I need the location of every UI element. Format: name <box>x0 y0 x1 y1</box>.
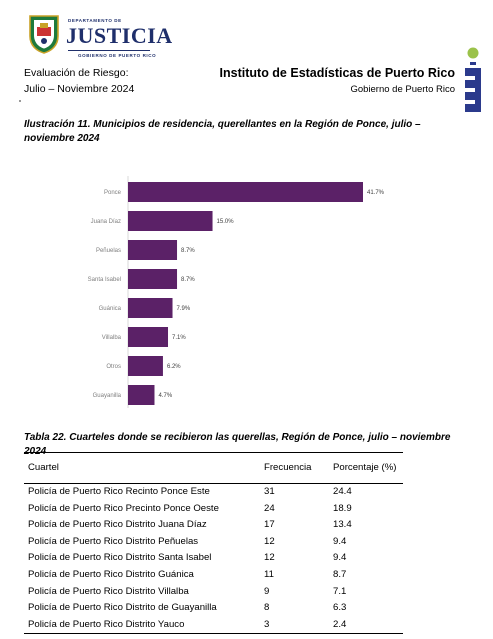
table-row: Policía de Puerto Rico Distrito Juana Dí… <box>24 517 403 534</box>
frecuencia-cell: 17 <box>264 519 275 531</box>
page-mark <box>19 100 21 102</box>
value-label: 8.7% <box>181 277 195 283</box>
value-label: 4.7% <box>158 393 172 399</box>
table-row: Policía de Puerto Rico Distrito Guánica 1… <box>24 567 403 584</box>
logo-government-text: GOBIERNO DE PUERTO RICO <box>78 53 157 58</box>
cuartel-cell: Policía de Puerto Rico Distrito Guánica <box>28 568 194 580</box>
municipalities-bar-chart: Ponce 41.7% Juana Díaz 15.0% Peñuelas 8.7% San… <box>88 176 385 408</box>
porcentaje-cell: 24.4 <box>333 486 352 497</box>
category-label: Juana Díaz <box>91 219 121 225</box>
value-label: 15.0% <box>217 219 235 225</box>
bar <box>128 298 173 318</box>
bar <box>128 269 178 289</box>
report-period: Julio – Noviembre 2024 <box>24 83 135 95</box>
category-label: Guayanilla <box>93 393 122 399</box>
category-label: Ponce <box>104 190 122 196</box>
figure-number: Ilustración 11 <box>24 119 88 130</box>
table-body: Policía de Puerto Rico Recinto Ponce Est… <box>24 484 403 635</box>
frecuencia-cell: 24 <box>264 502 275 514</box>
coat-of-arms-icon <box>29 15 59 54</box>
figure-caption: Ilustración 11. Municipios de residencia… <box>24 118 464 146</box>
porcentaje-cell: 13.4 <box>333 519 352 531</box>
table-row: Policía de Puerto Rico Distrito Yauco 3 2.… <box>24 616 403 635</box>
cuartel-cell: Policía de Puerto Rico Distrito Santa Is… <box>28 552 212 564</box>
category-label: Peñuelas <box>96 248 121 254</box>
bar <box>128 385 155 405</box>
precincts-table: Cuartel Frecuencia Porcentaje (%) Policí… <box>24 452 403 635</box>
frecuencia-cell: 11 <box>264 568 274 580</box>
institute-government: Gobierno de Puerto Rico <box>350 84 455 95</box>
value-label: 7.9% <box>177 306 191 312</box>
column-header-frecuencia: Frecuencia <box>260 452 329 484</box>
table-caption-text: . Cuarteles donde se recibieron las quer… <box>24 432 451 457</box>
table-row: Policía de Puerto Rico Recinto Ponce Est… <box>24 484 403 501</box>
porcentaje-cell: 6.3 <box>333 602 347 614</box>
cuartel-cell: Policía de Puerto Rico Precinto Ponce Oe… <box>28 502 219 514</box>
table-row: Policía de Puerto Rico Distrito Villalba… <box>24 584 403 601</box>
frecuencia-cell: 9 <box>264 585 270 597</box>
frecuencia-cell: 8 <box>264 602 270 614</box>
table-row: Policía de Puerto Rico Precinto Ponce Oe… <box>24 501 403 518</box>
porcentaje-cell: 9.4 <box>333 552 347 564</box>
figure-caption-text: . Municipios de residencia, querellantes… <box>24 119 421 144</box>
table-number: Tabla 22 <box>24 432 64 443</box>
report-title: Evaluación de Riesgo: <box>24 67 129 79</box>
porcentaje-cell: 18.9 <box>333 502 352 514</box>
logo-department-text: DEPARTAMENTO DE <box>68 18 122 23</box>
value-label: 41.7% <box>367 190 385 196</box>
porcentaje-cell: 7.1 <box>333 585 347 597</box>
cuartel-cell: Policía de Puerto Rico Recinto Ponce Est… <box>28 486 210 497</box>
frecuencia-cell: 12 <box>264 535 275 547</box>
table-caption: Tabla 22. Cuarteles donde se recibieron … <box>24 431 464 459</box>
cuartel-cell: Policía de Puerto Rico Distrito Juana Dí… <box>28 519 207 531</box>
value-label: 6.2% <box>167 364 181 370</box>
frecuencia-cell: 31 <box>264 486 275 497</box>
porcentaje-cell: 9.4 <box>333 535 347 547</box>
value-label: 8.7% <box>181 248 195 254</box>
frecuencia-cell: 12 <box>264 552 275 564</box>
logo-name: JUSTICIA <box>66 23 173 48</box>
logo-divider <box>68 50 150 51</box>
porcentaje-cell: 8.7 <box>333 568 347 580</box>
table-row: Policía de Puerto Rico Distrito Peñuelas… <box>24 534 403 551</box>
institute-name: Instituto de Estadísticas de Puerto Rico <box>219 66 455 80</box>
column-header-cuartel: Cuartel <box>24 452 260 484</box>
bar <box>128 356 163 376</box>
cuartel-cell: Policía de Puerto Rico Distrito Villalba <box>28 585 189 597</box>
table-header-row: Cuartel Frecuencia Porcentaje (%) <box>24 452 403 484</box>
category-label: Villalba <box>102 335 122 341</box>
cuartel-cell: Policía de Puerto Rico Distrito de Guaya… <box>28 602 217 614</box>
value-label: 7.1% <box>172 335 186 341</box>
bar <box>128 240 178 260</box>
frecuencia-cell: 3 <box>260 616 329 635</box>
category-label: Santa Isabel <box>88 277 121 283</box>
porcentaje-cell: 2.4 <box>329 616 403 635</box>
bar <box>128 211 213 231</box>
institute-logo-icon <box>465 47 481 112</box>
bar <box>128 327 169 347</box>
category-label: Otros <box>106 364 121 370</box>
table-row: Policía de Puerto Rico Distrito de Guaya… <box>24 600 403 617</box>
bar <box>128 182 363 202</box>
cuartel-cell: Policía de Puerto Rico Distrito Peñuelas <box>28 535 199 547</box>
category-label: Guánica <box>99 306 122 312</box>
column-header-porcentaje: Porcentaje (%) <box>329 452 403 484</box>
cuartel-cell: Policía de Puerto Rico Distrito Yauco <box>24 616 260 635</box>
table-row: Policía de Puerto Rico Distrito Santa Is… <box>24 550 403 567</box>
